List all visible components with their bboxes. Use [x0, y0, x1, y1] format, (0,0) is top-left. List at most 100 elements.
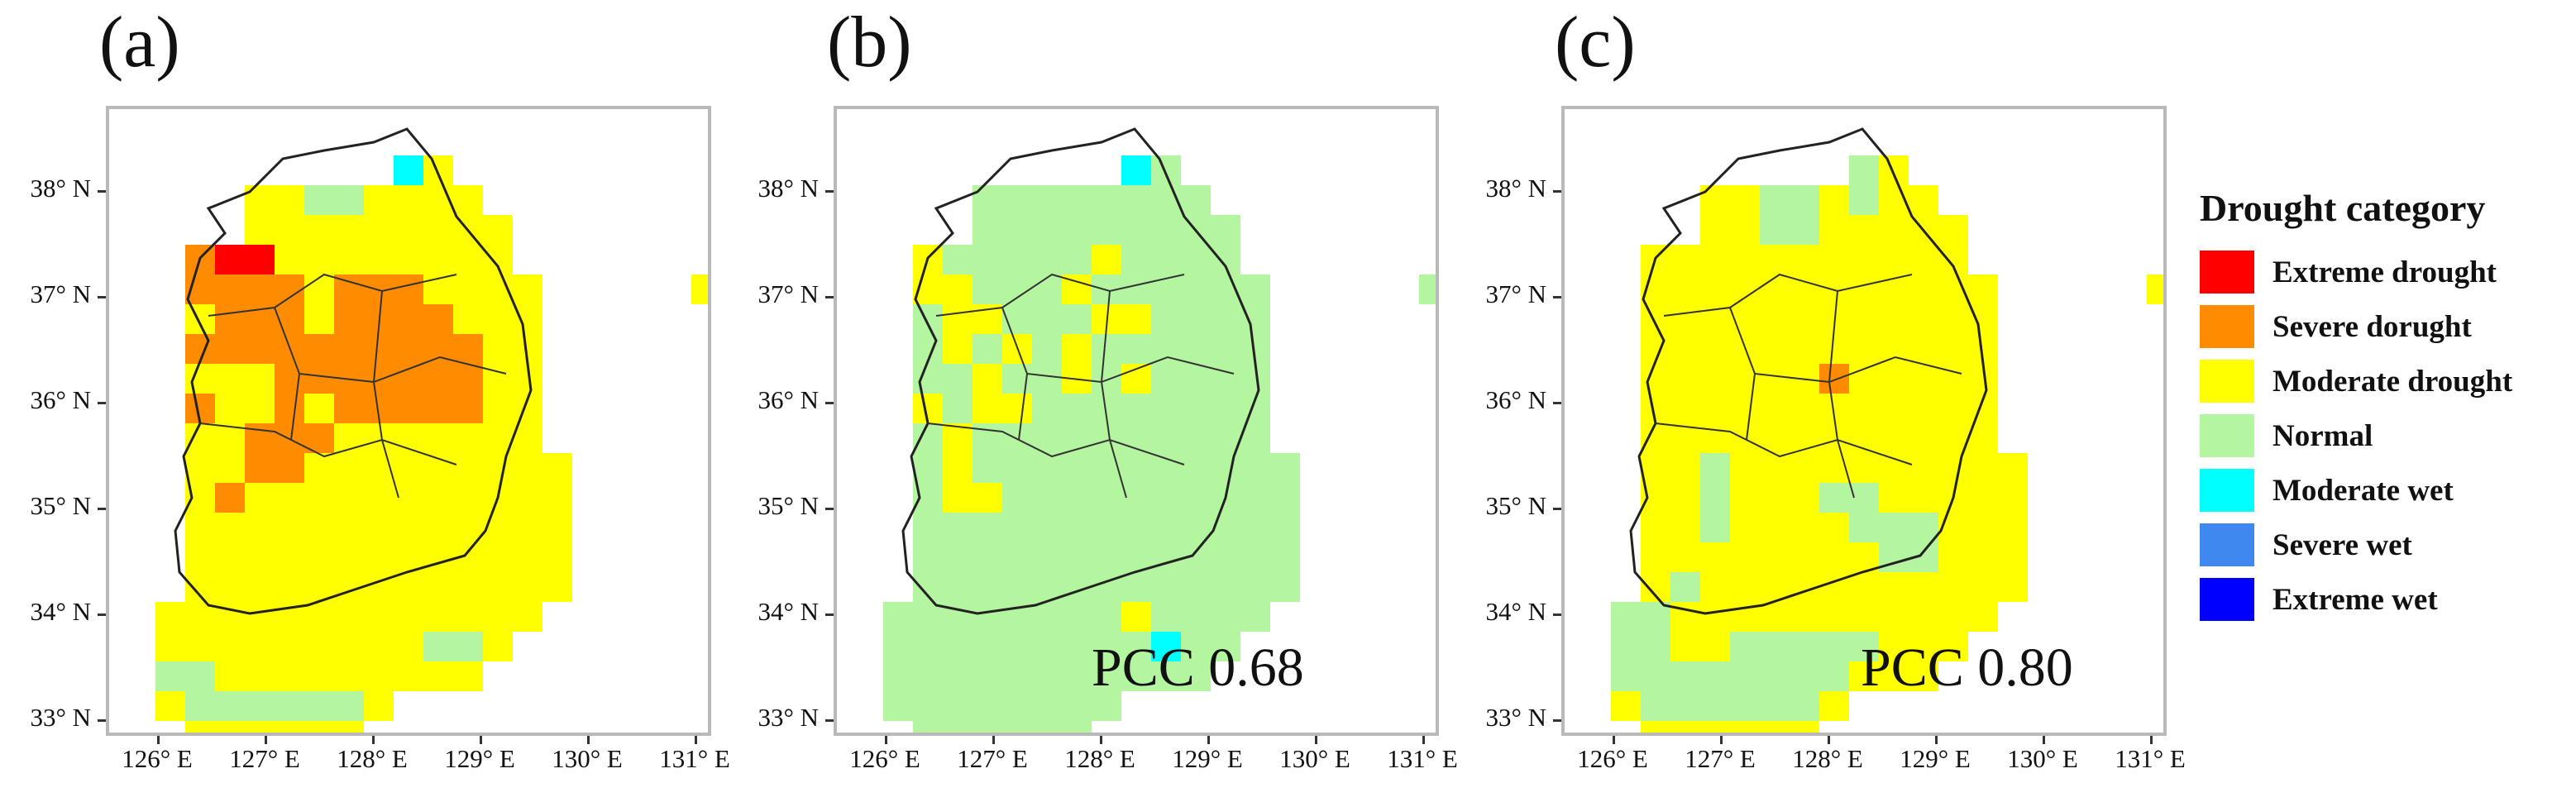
- grid-cell: [1121, 274, 1151, 304]
- grid-cell: [1819, 453, 1849, 483]
- map-frame: [834, 106, 1439, 736]
- y-tick-mark: [98, 508, 106, 510]
- grid-cell: [1760, 691, 1790, 721]
- grid-cell: [364, 632, 394, 661]
- y-tick-label: 36° N: [758, 385, 819, 414]
- grid-cell: [1760, 721, 1790, 733]
- grid-cell: [364, 215, 394, 245]
- grid-cell: [1700, 274, 1730, 304]
- grid-cell: [453, 185, 483, 215]
- grid-cell: [275, 245, 304, 274]
- grid-cell: [1240, 602, 1270, 632]
- grid-cell: [1181, 513, 1211, 542]
- grid-cell: [1879, 572, 1909, 602]
- grid-cell: [1211, 245, 1240, 274]
- grid-cell: [943, 274, 973, 304]
- grid-cell: [973, 185, 1002, 215]
- grid-cell: [1819, 245, 1849, 274]
- grid-cell: [245, 364, 275, 394]
- grid-cell: [1938, 423, 1968, 453]
- grid-cell: [1032, 602, 1062, 632]
- grid-cell: [1211, 542, 1240, 572]
- grid-cell: [275, 453, 304, 483]
- grid-cell: [1879, 602, 1909, 632]
- grid-cell: [155, 661, 185, 691]
- grid-cell: [304, 274, 334, 304]
- grid-cell: [185, 423, 215, 453]
- grid-cell: [1790, 632, 1819, 661]
- grid-cell: [1819, 215, 1849, 245]
- grid-cell: [1730, 572, 1760, 602]
- grid-cell: [364, 542, 394, 572]
- legend-label: Severe dorught: [2273, 309, 2472, 344]
- grid-cell: [973, 215, 1002, 245]
- grid-cell: [1670, 572, 1700, 602]
- grid-cell: [304, 304, 334, 334]
- x-tick-mark: [157, 736, 160, 744]
- grid-cell: [334, 215, 364, 245]
- y-tick-label: 35° N: [30, 491, 91, 520]
- y-tick-mark: [98, 719, 106, 722]
- grid-cell: [304, 364, 334, 394]
- grid-cell: [1700, 572, 1730, 602]
- y-tick-mark: [1553, 613, 1561, 616]
- legend-label: Severe wet: [2273, 528, 2412, 562]
- grid-cell: [185, 364, 215, 394]
- grid-cell: [304, 513, 334, 542]
- grid-cell: [245, 453, 275, 483]
- grid-cell: [423, 661, 453, 691]
- legend-label: Extreme wet: [2273, 582, 2438, 617]
- grid-cell: [943, 245, 973, 274]
- grid-cell: [1760, 661, 1790, 691]
- grid-cell: [1641, 453, 1670, 483]
- grid-cell: [1849, 155, 1879, 185]
- grid-cell: [215, 334, 245, 364]
- grid-cell: [1062, 394, 1092, 423]
- grid-cell: [245, 423, 275, 453]
- x-tick-mark: [1720, 736, 1723, 744]
- grid-cell: [1909, 334, 1938, 364]
- grid-cell: [1909, 245, 1938, 274]
- grid-cell: [245, 721, 275, 733]
- grid-cell: [883, 661, 913, 691]
- grid-cell: [1092, 572, 1121, 602]
- grid-cell: [1062, 245, 1092, 274]
- grid-cell: [1002, 274, 1032, 304]
- grid-cell: [275, 542, 304, 572]
- x-tick-mark: [1828, 736, 1830, 744]
- legend-swatch: [2200, 251, 2254, 294]
- grid-cell: [1849, 453, 1879, 483]
- legend-item-extreme-drought: Extreme drought: [2200, 245, 2572, 299]
- x-tick-label: 129° E: [1172, 744, 1243, 773]
- grid-cell: [1879, 542, 1909, 572]
- grid-cell: [943, 691, 973, 721]
- grid-cell: [913, 364, 943, 394]
- grid-cell: [691, 274, 708, 304]
- grid-cell: [1879, 364, 1909, 394]
- grid-cell: [245, 691, 275, 721]
- legend-item-extreme-wet: Extreme wet: [2200, 572, 2572, 627]
- province-boundaries: [199, 273, 507, 499]
- grid-cell: [275, 394, 304, 423]
- grid-cell: [1062, 542, 1092, 572]
- legend-swatch: [2200, 469, 2254, 512]
- grid-cell: [453, 245, 483, 274]
- y-tick-mark: [825, 296, 834, 298]
- grid-cell: [1849, 394, 1879, 423]
- grid-cell: [1819, 513, 1849, 542]
- x-tick-label: 131° E: [659, 744, 730, 773]
- grid-cell: [1121, 602, 1151, 632]
- grid-cell: [364, 602, 394, 632]
- grid-cell: [423, 394, 453, 423]
- grid-cell: [304, 721, 334, 733]
- grid-cell: [973, 364, 1002, 394]
- x-tick-mark: [2150, 736, 2153, 744]
- x-tick-mark: [1207, 736, 1210, 744]
- grid-cell: [1181, 453, 1211, 483]
- grid-cell: [1002, 691, 1032, 721]
- grid-cell: [1211, 423, 1240, 453]
- grid-cell: [245, 215, 275, 245]
- grid-cell: [394, 572, 423, 602]
- grid-cell: [334, 632, 364, 661]
- grid-cell: [513, 304, 542, 334]
